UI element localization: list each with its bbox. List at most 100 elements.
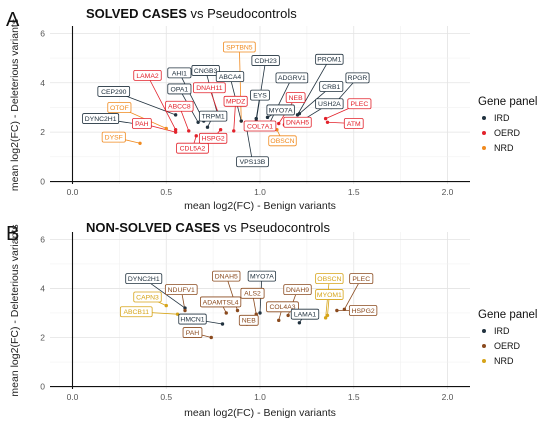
data-point	[323, 316, 328, 320]
legend-label-oerd: OERD	[494, 341, 521, 351]
x-axis-title: mean log2(FC) - Benign variants	[184, 407, 336, 419]
gene-label-text: TRPM1	[202, 114, 225, 121]
gene-label: ADAMTSL4	[200, 296, 242, 308]
gene-label-box	[243, 120, 277, 132]
gene-label: PLEC	[347, 98, 372, 110]
leader-line	[269, 77, 293, 124]
gene-label: ATM	[343, 118, 364, 129]
gene-label-text: ADGRV1	[278, 75, 306, 82]
x-tick-label: 1.5	[348, 392, 360, 402]
gene-label: USH2A	[315, 98, 344, 110]
gene-label-text: EYS	[253, 93, 267, 100]
gene-label-text: SPTBN5	[226, 44, 253, 51]
gene-label-box	[132, 118, 152, 129]
legend-key-oerd	[482, 131, 486, 135]
leader-line	[297, 59, 330, 116]
x-tick-label: 2.0	[442, 392, 454, 402]
gene-label: MYO7A	[266, 104, 295, 116]
y-tick-label: 6	[40, 234, 45, 244]
gene-label-text: COL4A3	[269, 304, 295, 311]
legend: Gene panel IRD OERD NRD	[478, 96, 537, 153]
gene-label-text: NEB	[289, 95, 303, 102]
gene-label-text: PLEC	[352, 276, 370, 283]
gene-label: EYS	[250, 89, 270, 101]
gene-label-box	[240, 287, 265, 299]
gene-label-box	[176, 142, 209, 154]
legend-label-ird: IRD	[494, 113, 510, 123]
gene-label: SPTBN5	[223, 41, 256, 53]
gene-label-box	[315, 53, 344, 65]
chart-title: SOLVED CASES vs Pseudocontrols	[86, 6, 297, 21]
gene-label: DYNC2H1	[82, 113, 120, 124]
data-point	[220, 322, 225, 326]
gene-label-text: OPA1	[171, 86, 189, 93]
data-point	[209, 335, 213, 340]
x-tick-label: 0.5	[160, 392, 172, 402]
gene-label: CAPN3	[133, 291, 162, 303]
gene-label-text: CEP290	[101, 89, 127, 96]
gene-label: LAMA1	[290, 308, 320, 320]
gene-label-text: PROM1	[317, 57, 341, 64]
gene-label-box	[223, 41, 256, 53]
gene-label: NEB	[285, 92, 306, 103]
gene-label-text: DNAH5	[286, 120, 309, 127]
gene-label-text: CDL5A2	[180, 146, 206, 153]
x-tick-label: 2.0	[442, 187, 454, 197]
gene-label-text: CRB1	[322, 84, 340, 91]
gene-label-box	[349, 273, 374, 285]
legend-label-oerd: OERD	[494, 128, 521, 138]
gene-label: DNAH5	[283, 116, 312, 128]
gene-label-text: HMCN1	[180, 316, 204, 323]
data-point	[232, 129, 236, 133]
gene-label-text: MPDZ	[226, 99, 245, 106]
data-point	[254, 116, 258, 121]
gene-label-box	[133, 291, 162, 303]
gene-label-text: PAH	[186, 330, 200, 337]
y-tick-label: 4	[40, 78, 45, 88]
gene-label-text: DYSF	[105, 134, 123, 141]
gene-label-text: DYNC2H1	[128, 276, 160, 283]
data-point	[277, 318, 281, 323]
gene-label-text: NEB	[242, 318, 256, 325]
gene-label-text: ABCA4	[219, 74, 242, 81]
data-point	[286, 313, 290, 318]
gene-label-text: PLEC	[350, 101, 368, 108]
gene-label-box	[315, 273, 344, 285]
y-tick-label: 2	[40, 127, 45, 137]
gene-label: HMCN1	[178, 313, 207, 325]
x-tick-label: 0.0	[67, 392, 79, 402]
gene-label: HSPG2	[198, 132, 228, 144]
gene-label-box	[133, 69, 162, 81]
gene-label-box	[212, 270, 241, 282]
gene-label-text: DNAH9	[286, 287, 309, 294]
data-point	[323, 116, 328, 121]
y-tick-label: 0	[40, 382, 45, 392]
gene-label-box	[251, 55, 280, 66]
y-tick-label: 6	[40, 28, 45, 38]
gene-label-text: ABCC8	[168, 104, 191, 111]
gene-label-text: DNAH11	[196, 85, 223, 92]
gene-label: RPGR	[345, 72, 370, 84]
data-point	[205, 125, 210, 129]
legend-key-ird	[482, 116, 486, 120]
gene-label: TRPM1	[198, 110, 228, 122]
gene-label: PLEC	[349, 273, 374, 285]
gene-label-box	[275, 72, 309, 84]
legend-title: Gene panel	[478, 309, 537, 321]
gene-label-text: HSPG2	[352, 308, 375, 315]
leader-line	[238, 46, 242, 122]
data-point	[173, 127, 178, 132]
gene-label-box	[97, 86, 131, 97]
gene-label: AHI1	[167, 67, 192, 79]
gene-label-box	[82, 113, 120, 124]
data-point	[194, 134, 198, 138]
gene-label-box	[191, 65, 220, 76]
gene-label-text: VPS13B	[240, 159, 266, 166]
y-axis-title: mean log2(FC) - Deleterious variants	[9, 19, 21, 191]
gene-label: HSPG2	[348, 305, 378, 316]
x-tick-label: 1.0	[254, 187, 266, 197]
legend: Gene panel IRD OERD NRD	[478, 309, 537, 366]
gene-label: NEB	[238, 314, 259, 326]
legend-key-oerd	[482, 344, 486, 348]
data-point	[297, 321, 302, 325]
